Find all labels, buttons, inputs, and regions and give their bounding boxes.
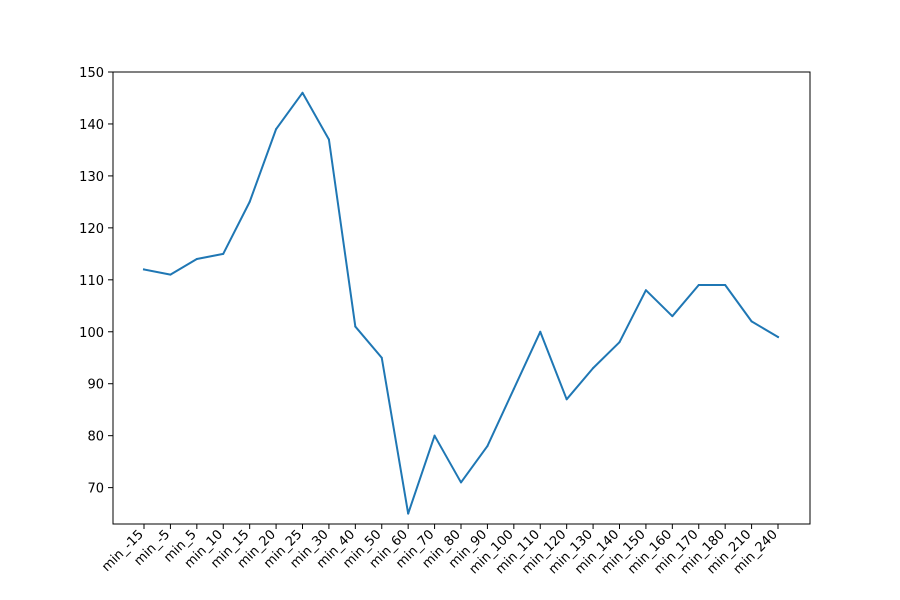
- data-point: [195, 258, 198, 261]
- y-tick-label: 120: [79, 222, 104, 237]
- data-point: [380, 356, 383, 359]
- data-point: [724, 284, 727, 287]
- data-point: [644, 289, 647, 292]
- data-point: [460, 481, 462, 484]
- data-point: [697, 284, 700, 287]
- series-layer: [142, 91, 780, 515]
- data-point: [512, 387, 515, 390]
- data-point: [407, 512, 410, 515]
- data-point: [777, 335, 779, 338]
- data-point: [222, 252, 225, 255]
- data-point: [565, 398, 568, 401]
- y-tick-label: 70: [87, 482, 104, 497]
- data-point: [248, 200, 251, 203]
- data-point: [750, 320, 753, 323]
- plot-frame: [112, 71, 811, 525]
- data-point: [143, 268, 145, 271]
- y-tick-label: 150: [79, 66, 104, 81]
- data-point: [539, 330, 542, 333]
- data-point: [618, 341, 621, 344]
- data-point: [354, 325, 357, 328]
- data-point: [275, 128, 278, 131]
- y-tick-label: 110: [79, 274, 104, 289]
- data-point: [169, 273, 172, 276]
- y-tick-label: 130: [79, 170, 104, 185]
- y-tick-label: 140: [79, 118, 104, 133]
- y-tick-label: 100: [79, 326, 104, 341]
- data-point: [301, 91, 304, 94]
- data-point: [486, 445, 489, 448]
- y-axis: 70 80 90 100 110 120 130 140 150: [79, 66, 113, 497]
- y-tick-label: 90: [87, 378, 104, 393]
- plot-area: [113, 72, 810, 524]
- y-tick-label: 80: [87, 430, 104, 445]
- data-point: [433, 434, 436, 437]
- data-point: [671, 315, 674, 318]
- data-point: [327, 138, 330, 141]
- data-point: [592, 367, 595, 370]
